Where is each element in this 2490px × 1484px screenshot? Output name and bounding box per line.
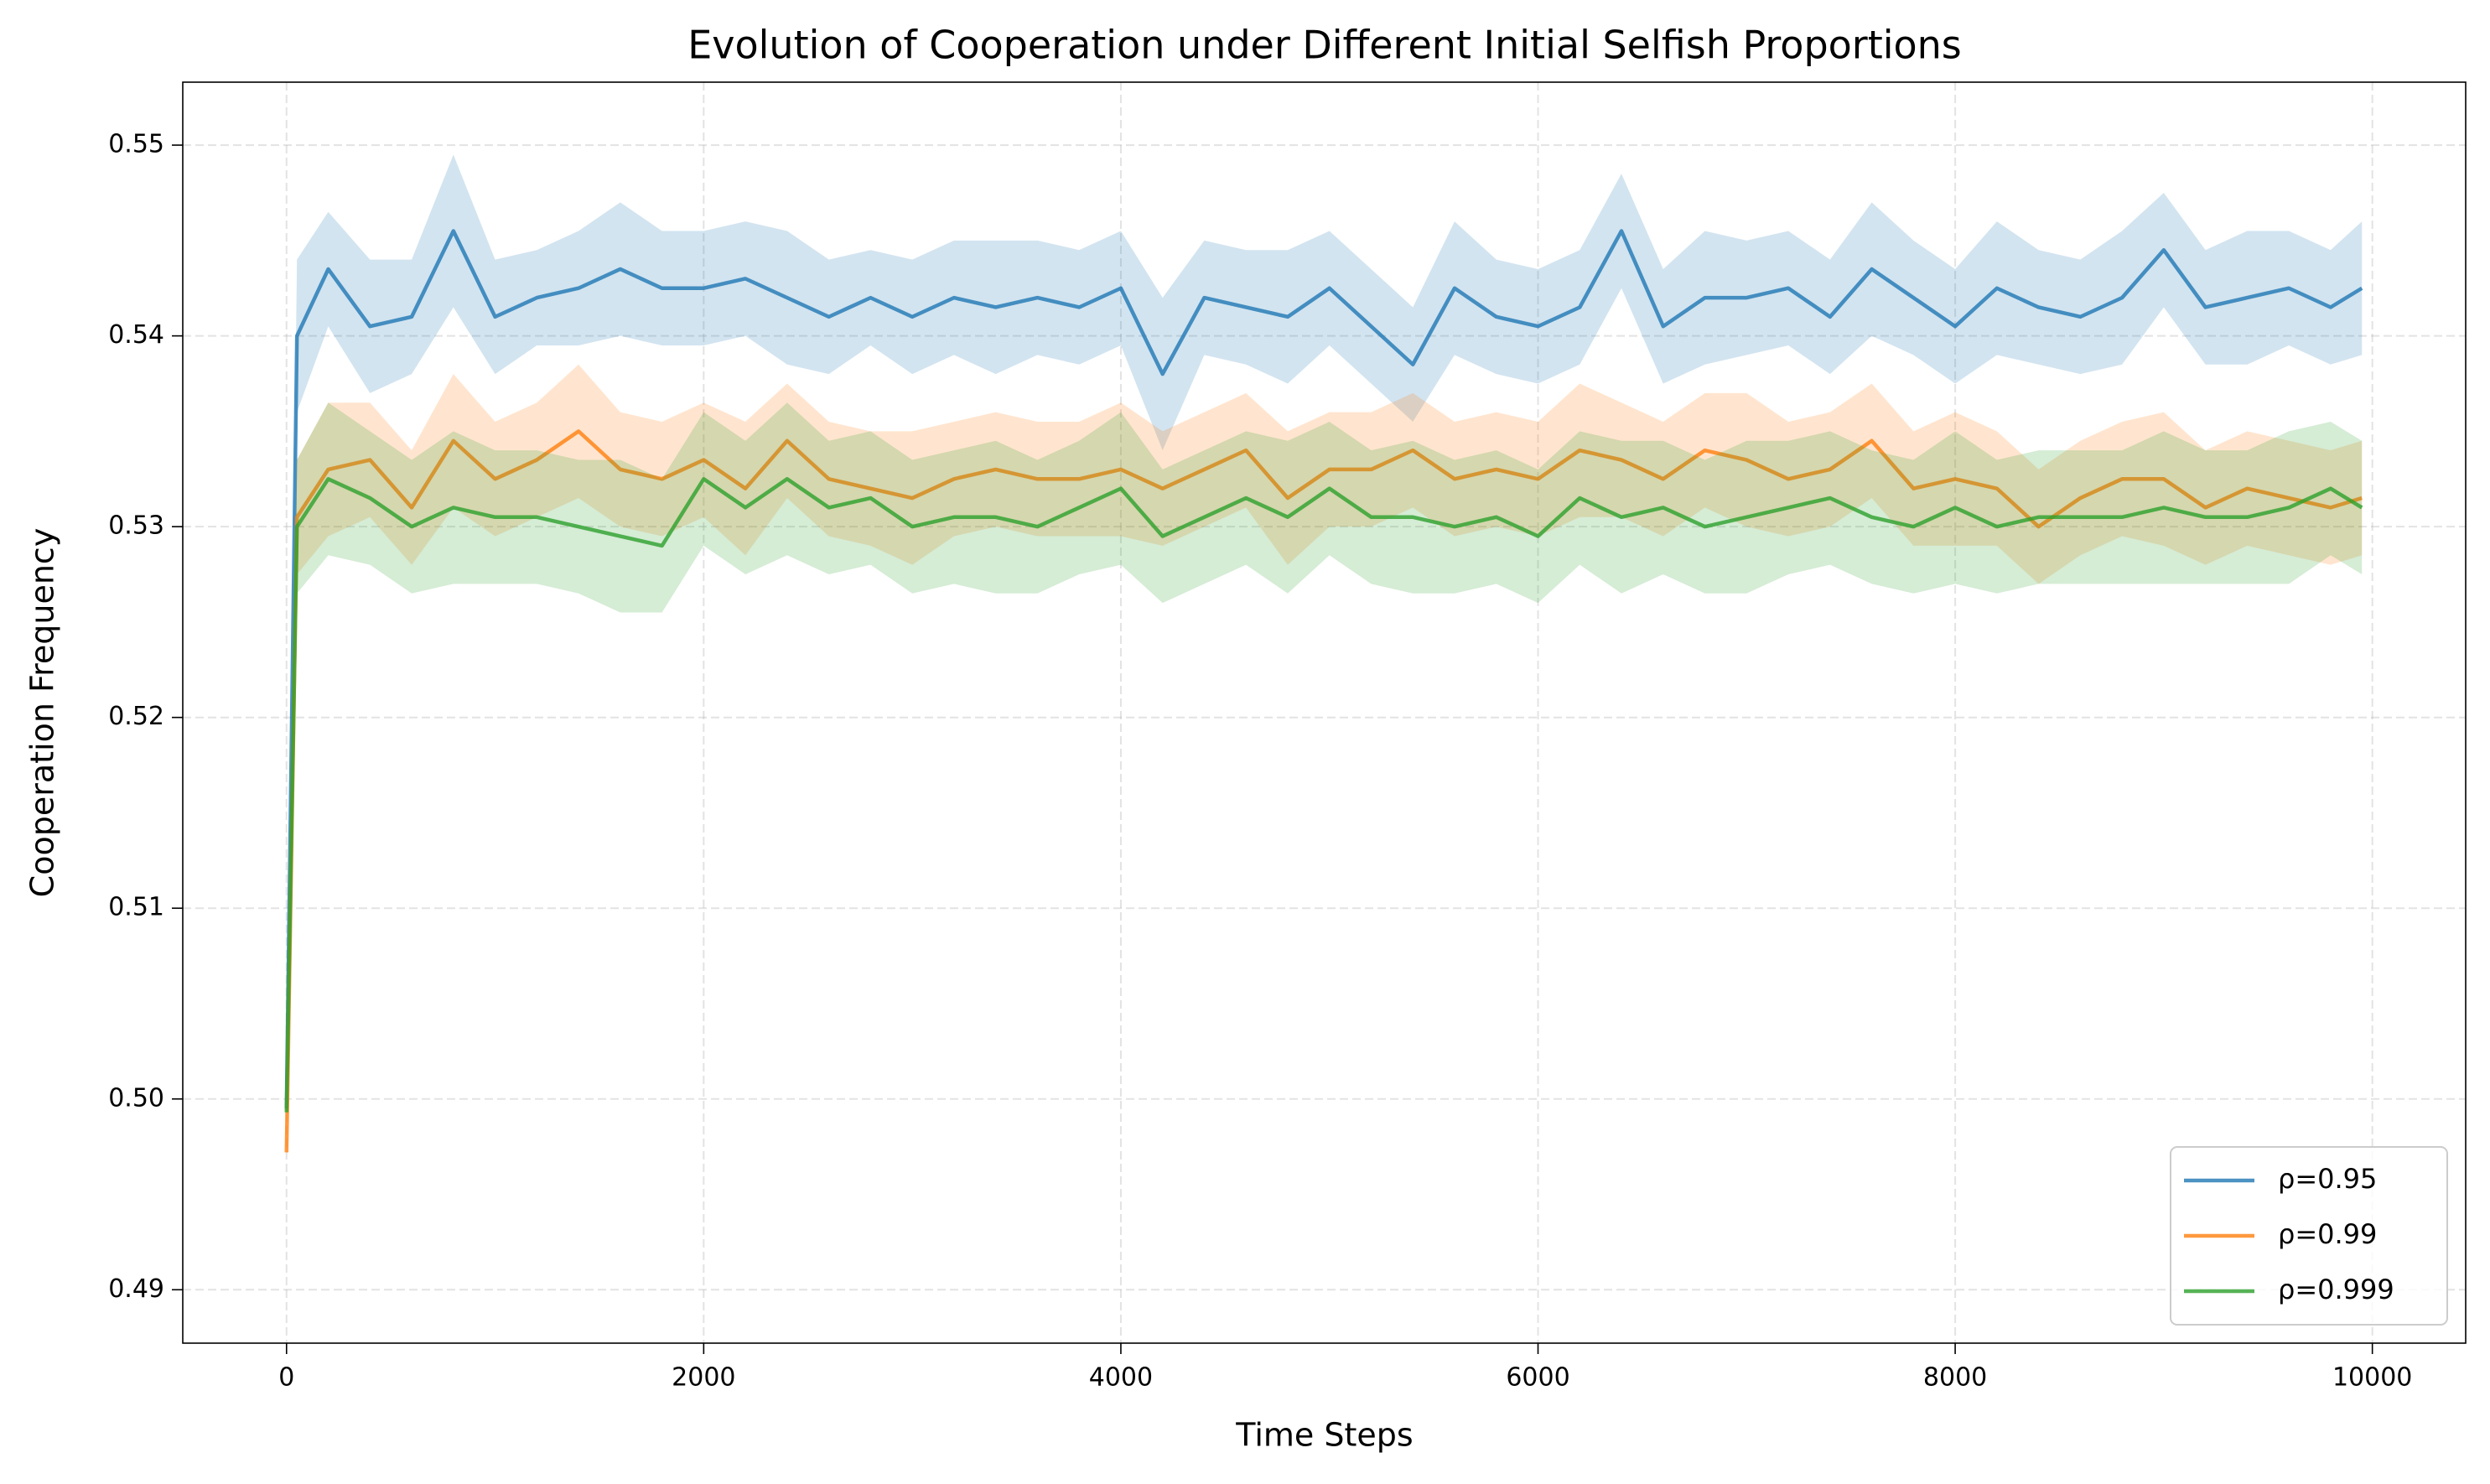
y-tick-label: 0.55 [108, 130, 164, 159]
y-tick-label: 0.53 [108, 511, 164, 541]
series-line [284, 477, 2363, 1113]
x-tick-label: 0 [278, 1363, 294, 1393]
x-tick-label: 8000 [1923, 1363, 1987, 1393]
y-tick-label: 0.50 [108, 1083, 164, 1113]
y-axis-label: Cooperation Frequency [24, 528, 61, 898]
x-tick-label: 6000 [1506, 1363, 1569, 1393]
legend-label: ρ=0.95 [2278, 1163, 2377, 1195]
x-tick-label: 2000 [672, 1363, 735, 1393]
series-line [284, 229, 2363, 1109]
legend-label: ρ=0.999 [2278, 1274, 2394, 1305]
confidence-band [286, 154, 2363, 1114]
plot-frame [182, 81, 2467, 1344]
confidence-band [286, 402, 2363, 1118]
x-tick-label: 10000 [2332, 1363, 2412, 1393]
y-tick-label: 0.52 [108, 702, 164, 731]
y-tick-label: 0.49 [108, 1274, 164, 1304]
confidence-band [286, 364, 2363, 1159]
x-axis-label: Time Steps [1235, 1417, 1413, 1454]
legend-box [2170, 1146, 2448, 1326]
x-tick-label: 4000 [1089, 1363, 1153, 1393]
legend-label: ρ=0.99 [2278, 1218, 2377, 1250]
y-tick-label: 0.54 [108, 320, 164, 350]
series-line [284, 429, 2363, 1153]
y-tick-label: 0.51 [108, 893, 164, 922]
chart-title: Evolution of Cooperation under Different… [687, 23, 1962, 68]
legend: ρ=0.95 ρ=0.99 ρ=0.999 [2170, 1146, 2448, 1326]
